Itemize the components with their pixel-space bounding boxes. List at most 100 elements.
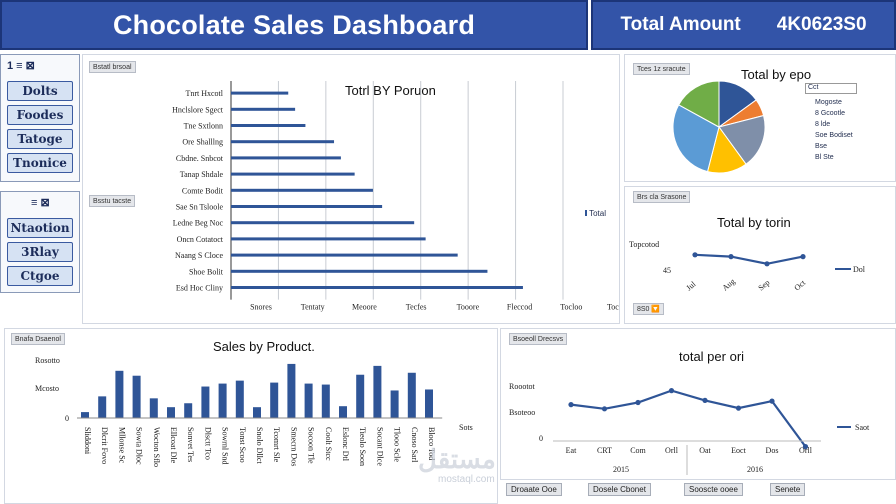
group-label: 2016 <box>747 465 763 474</box>
category-label: Tlooo Scle <box>393 427 402 462</box>
person-chart-legend: Total <box>585 209 606 218</box>
data-point <box>769 398 775 404</box>
category-label: Socoon Tle <box>307 427 316 464</box>
filter-button-1[interactable]: Droaate Ooe <box>506 483 562 496</box>
x-tick-label: Tooore <box>457 303 480 312</box>
bar <box>184 403 193 418</box>
person-bar-chart: Tnrt Hxcotl Hnclslore Sgect Tne Sxtlonn Ore… <box>172 81 619 312</box>
slicer-panel-bottom: ≡ ⊠ Ntaotion 3Rlay Ctgoe <box>0 191 80 293</box>
category-label: Tcomrt Sle <box>272 427 281 463</box>
x-tick-label: Sep <box>757 278 772 293</box>
chart-tag[interactable]: Brs cla Srasone <box>633 191 691 203</box>
chart-tag[interactable]: Bnafa Dsaenol <box>11 333 65 345</box>
filter-button-3[interactable]: Sooscte ooee <box>684 483 743 496</box>
watermark-logo: مستقل <box>418 444 496 474</box>
x-tick-label: Oct <box>793 278 808 293</box>
bar <box>167 407 175 418</box>
slicer-item[interactable]: Ntaotion <box>7 218 73 238</box>
x-tick-label: Toc Ccicc <box>607 303 619 312</box>
bar <box>98 396 107 418</box>
bar <box>425 389 433 418</box>
x-tick-label: Dos <box>766 446 779 455</box>
category-label: Dlsctt Tco <box>203 427 212 460</box>
slicer-item[interactable]: 3Rlay <box>7 242 73 262</box>
category-label: Ore Shalllng <box>182 138 223 147</box>
chart-tag[interactable]: Tces 1z sracute <box>633 63 690 75</box>
slicer-item[interactable]: Ctgoe <box>7 266 73 286</box>
legend-label: Dol <box>853 265 866 274</box>
bar <box>304 383 313 418</box>
bar <box>231 156 341 160</box>
product-chart-title: Sales by Product. <box>213 339 315 354</box>
y-tick-label: 0 <box>539 434 543 443</box>
slicer-item[interactable]: Tatoge <box>7 129 73 149</box>
category-label: Tanap Shdale <box>180 170 224 179</box>
y-tick-label: Mcosto <box>35 384 59 393</box>
bar <box>356 374 365 418</box>
series-line <box>694 253 804 265</box>
x-tick-label: Com <box>630 446 646 455</box>
bar <box>231 172 355 176</box>
product-bar-chart: Rosotto Mcosto 0 Sliddoni Dlcrit Fovo Mllonse… <box>35 356 473 467</box>
category-label: Sae Sn Tsloole <box>176 203 224 212</box>
x-tick-label: Tocloo <box>560 303 582 312</box>
data-point <box>601 406 608 412</box>
month-chart-filter-button[interactable]: 8S0 🔽 <box>633 303 665 315</box>
category-label: Ellcoat Dle <box>169 427 178 464</box>
category-label: Bloco Tod <box>427 427 436 460</box>
category-label: Hnclslore Sgect <box>172 105 224 114</box>
bar <box>253 407 261 418</box>
x-tick-label: Jul <box>685 279 699 292</box>
bar <box>115 370 124 418</box>
category-label: Sowrnl Snd <box>221 427 230 465</box>
chart-tag[interactable]: Bsstu tacste <box>89 195 136 207</box>
bar <box>132 375 141 418</box>
slicer-heading: ≡ ⊠ <box>31 197 50 209</box>
category-label: Mllonse Sc <box>117 427 126 464</box>
data-point <box>735 405 742 411</box>
bar <box>231 205 383 208</box>
slicer-item[interactable]: Dolts <box>7 81 73 101</box>
bar <box>231 237 426 241</box>
bar <box>231 221 415 225</box>
country-chart-title: total per ori <box>679 349 745 364</box>
chart-tag[interactable]: Bsoeoll Drecsvs <box>509 333 568 345</box>
bar <box>231 188 373 192</box>
data-point <box>764 261 770 267</box>
slicer-heading: 1 ≡ ⊠ <box>7 60 35 72</box>
slicer-item[interactable]: Tnonice <box>7 153 73 173</box>
pie-legend-title: Cct <box>805 83 857 94</box>
series-line <box>570 389 807 448</box>
x-tick-label: Eoct <box>731 446 746 455</box>
x-tick-label: Snores <box>250 303 272 312</box>
product-chart-panel: Bnafa Dsaenol Sales by Product. Rosotto M… <box>4 328 498 504</box>
category-label: Snolo Dllct <box>255 427 264 464</box>
category-label: Tne Sxtlonn <box>184 122 223 131</box>
category-label: Esd Hoc Cliny <box>176 284 223 293</box>
bar <box>321 384 330 418</box>
y-tick-label: 0 <box>65 414 69 423</box>
category-label: Sonvet Tes <box>186 427 195 462</box>
category-label: Tnrt Hxcotl <box>185 89 223 98</box>
x-tick-label: Tecfes <box>406 303 427 312</box>
filter-button-2[interactable]: Dosele Cbonet <box>588 483 651 496</box>
dashboard-title-bar: Chocolate Sales Dashboard <box>0 0 588 50</box>
filter-button-4[interactable]: Senete <box>770 483 806 496</box>
category-label: Eslonc Dtl <box>341 427 350 462</box>
bar <box>149 398 158 418</box>
x-tick-label: Aug <box>721 277 737 293</box>
slicer-item[interactable]: Foodes <box>7 105 73 125</box>
person-chart-panel: Bstatl brsoal Bsstu tacste Totrl BY Poru… <box>82 54 620 324</box>
type-chart-title: Total by epo <box>741 67 812 82</box>
pie-legend-entry: 8 Gcootle <box>815 110 845 117</box>
pie-slice <box>718 114 766 165</box>
category-label: Wocton Sflo <box>152 427 161 467</box>
country-chart-panel: Bsoeoll Drecsvs total per ori Roootot Bso… <box>500 328 896 480</box>
category-label: Dlcrit Fovo <box>100 427 109 464</box>
x-tick-label: Orll <box>799 446 813 455</box>
bar <box>231 286 523 289</box>
watermark-url: mostaql.com <box>438 474 495 485</box>
data-point <box>800 254 806 260</box>
total-amount-label: Total Amount <box>620 14 741 35</box>
chart-tag[interactable]: Bstatl brsoal <box>89 61 136 73</box>
